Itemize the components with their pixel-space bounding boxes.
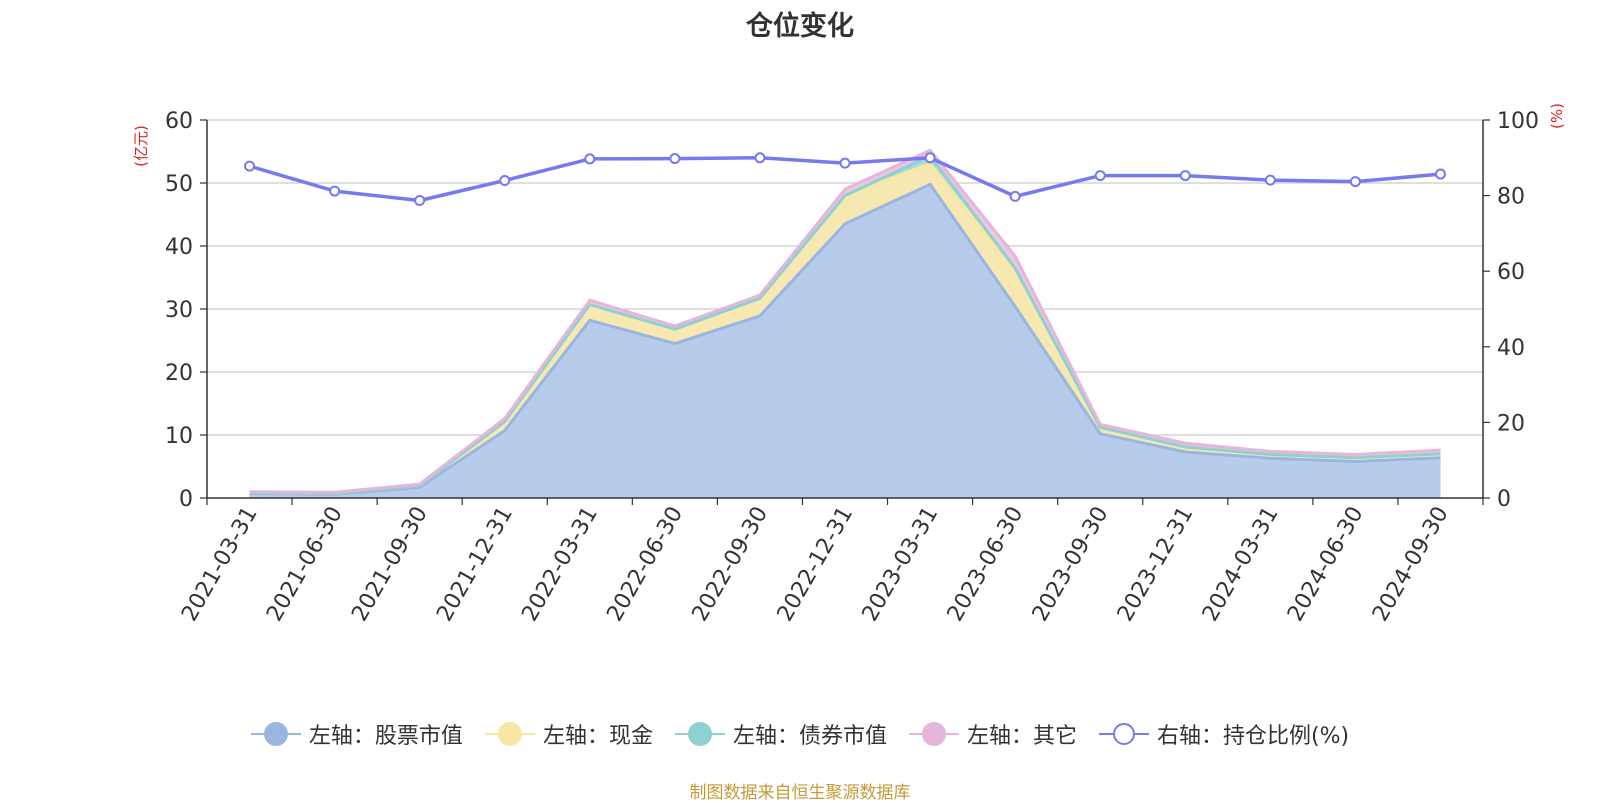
ratio-point (754, 152, 766, 164)
left-tick-label: 40 (165, 235, 193, 260)
legend: 左轴：股票市值 左轴：现金 左轴：债券市值 左轴：其它 右轴：持仓比例(%) (0, 718, 1600, 750)
ratio-point (584, 153, 596, 165)
right-axis-label: (%) (1548, 103, 1566, 129)
left-tick-label: 20 (165, 361, 193, 386)
source-note: 制图数据来自恒生聚源数据库 (689, 783, 911, 803)
x-tick-label: 2023-03-31 (858, 503, 944, 626)
x-tick-label: 2023-09-30 (1028, 503, 1114, 626)
ratio-point (1094, 170, 1106, 182)
x-tick-label: 2021-03-31 (177, 503, 263, 626)
x-tick-label: 2024-09-30 (1368, 503, 1454, 626)
left-axis-label: (亿元) (132, 125, 150, 167)
right-tick-label: 80 (1497, 185, 1525, 210)
legend-item[interactable]: 左轴：股票市值 (250, 718, 463, 750)
ratio-point (414, 195, 426, 207)
legend-marker-icon (908, 722, 959, 746)
legend-label: 左轴：股票市值 (308, 724, 463, 749)
x-tick-label: 2022-12-31 (773, 503, 859, 626)
ratio-point (839, 157, 851, 169)
legend-label: 右轴：持仓比例(%) (1156, 724, 1350, 749)
left-tick-label: 10 (165, 424, 193, 449)
legend-marker-icon (1098, 723, 1149, 745)
ratio-point (1434, 168, 1446, 180)
right-tick-label: 40 (1497, 336, 1525, 361)
x-tick-label: 2023-12-31 (1113, 503, 1199, 626)
legend-item[interactable]: 左轴：现金 (484, 718, 653, 750)
left-tick-label: 30 (165, 298, 193, 323)
area-edge-左轴：其它 (249, 148, 1441, 494)
legend-item[interactable]: 左轴：其它 (908, 718, 1077, 750)
right-tick-label: 20 (1497, 411, 1525, 436)
right-tick-label: 60 (1497, 260, 1525, 285)
area-左轴：股票市值 (249, 184, 1441, 499)
x-tick-label: 2021-06-30 (262, 503, 348, 626)
x-tick-label: 2021-09-30 (347, 502, 433, 625)
left-tick-label: 60 (165, 109, 193, 134)
legend-marker-icon (674, 722, 725, 746)
legend-item[interactable]: 左轴：债券市值 (674, 718, 887, 750)
ratio-point (499, 174, 511, 186)
ratio-line-layer (244, 152, 1446, 207)
left-tick-label: 0 (179, 487, 193, 512)
area-edge-左轴：股票市值 (249, 182, 1441, 496)
ratio-point (924, 152, 936, 164)
x-tick-label: 2022-03-31 (517, 503, 603, 626)
ratio-point (1264, 174, 1276, 186)
right-tick-label: 100 (1497, 109, 1539, 134)
legend-label: 左轴：其它 (966, 724, 1077, 749)
x-tick-label: 2021-12-31 (432, 503, 518, 626)
right-tick-label: 0 (1497, 487, 1511, 512)
legend-item[interactable]: 右轴：持仓比例(%) (1098, 718, 1350, 750)
ratio-point (1009, 190, 1021, 202)
x-tick-label: 2022-06-30 (602, 503, 688, 626)
left-tick-label: 50 (165, 172, 193, 197)
ratio-point (329, 185, 341, 197)
x-tick-label: 2024-06-30 (1283, 503, 1369, 626)
ratio-point (1179, 170, 1191, 182)
ratio-point (244, 160, 256, 172)
area-edge-左轴：债券市值 (249, 154, 1441, 496)
area-series-layer (249, 148, 1441, 499)
legend-marker-icon (250, 722, 301, 746)
legend-marker-icon (484, 722, 535, 746)
chart-title: 仓位变化 (746, 11, 854, 42)
legend-label: 左轴：现金 (542, 724, 653, 749)
legend-label: 左轴：债券市值 (732, 724, 887, 749)
ratio-point (1349, 176, 1361, 188)
x-tick-label: 2023-06-30 (943, 502, 1029, 625)
x-tick-label: 2022-09-30 (688, 503, 774, 626)
ratio-point (669, 153, 681, 165)
x-tick-label: 2024-03-31 (1198, 503, 1284, 626)
